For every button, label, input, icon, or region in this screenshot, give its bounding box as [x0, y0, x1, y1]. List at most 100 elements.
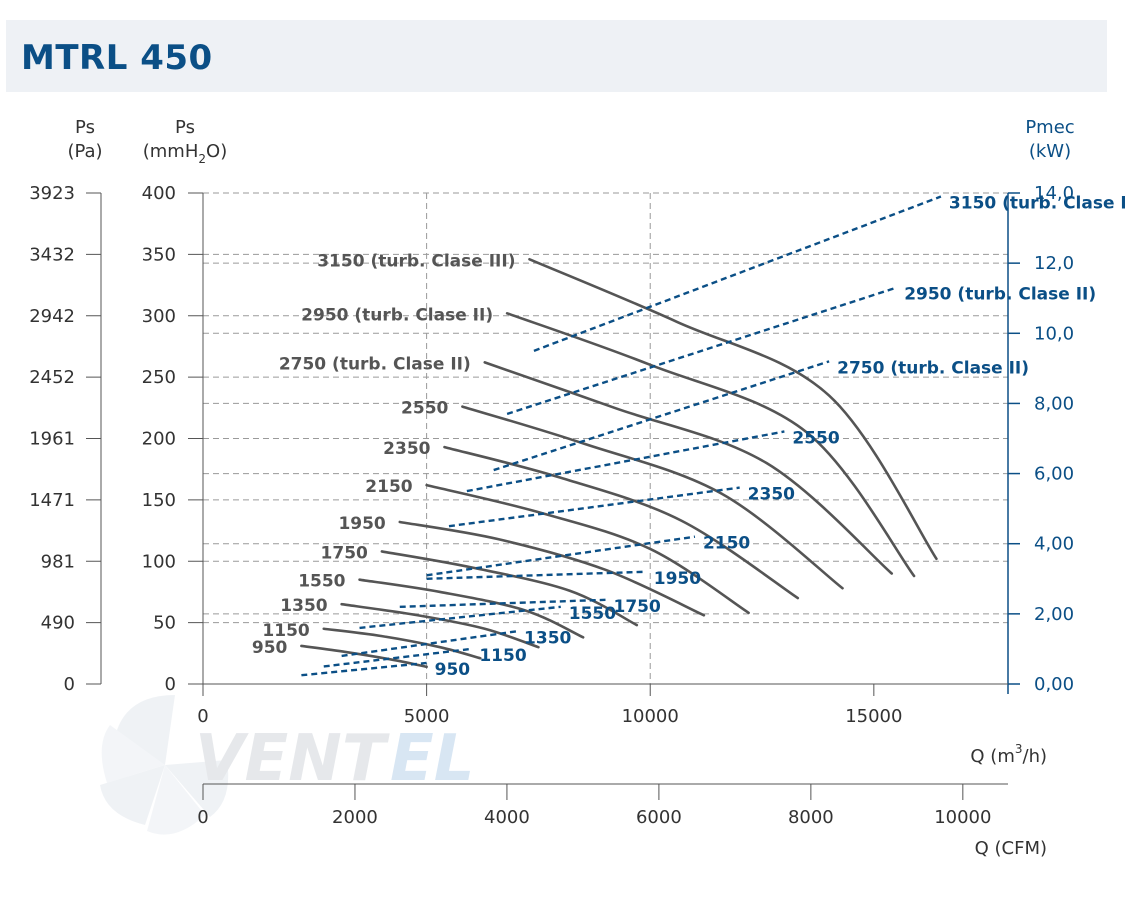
q-cfm-tick-label: 6000 [636, 807, 682, 828]
pressure-curve [358, 578, 585, 639]
power-curve [323, 647, 472, 668]
ps-pa-tick-label: 1961 [29, 429, 75, 450]
ps-mm-tick-label: 200 [142, 429, 176, 450]
power-curves [301, 195, 942, 677]
power-curve-label: 1350 [524, 628, 571, 648]
ps-pa-tick-label: 0 [64, 674, 75, 695]
ps-mm-tick-label: 100 [142, 551, 176, 572]
q-m3h-title-sup: 3 [1015, 742, 1023, 756]
power-curve-label: 1950 [654, 569, 701, 589]
pressure-curve-label: 1150 [262, 621, 309, 641]
power-curve-label: 1150 [479, 646, 526, 666]
pmec-tick-label: 12,0 [1034, 253, 1074, 274]
pmec-tick-label: 2,00 [1034, 604, 1074, 625]
ps-pa-tick-label: 2942 [29, 306, 75, 327]
q-m3h-axis-title: Q (m3/h) [970, 742, 1047, 767]
ps-mm-unit-sub: 2 [198, 152, 206, 166]
ps-mm-axis-title: Ps [175, 117, 195, 138]
pressure-curve-label: 1950 [338, 514, 385, 534]
power-curve [341, 630, 517, 658]
ps-mm-tick-label: 250 [142, 367, 176, 388]
q-m3h-title-suffix: /h) [1023, 746, 1048, 767]
q-cfm-tick-label: 10000 [934, 807, 991, 828]
ps-pa-tick-label: 3432 [29, 244, 75, 265]
power-curve-label: 1750 [614, 597, 661, 617]
q-cfm-axis-title: Q (CFM) [975, 838, 1047, 859]
q-cfm-tick-label: 0 [197, 807, 208, 828]
ps-mm-tick-label: 350 [142, 244, 176, 265]
power-curve-label: 2150 [703, 534, 750, 554]
q-m3h-title-prefix: Q (m [970, 746, 1014, 767]
logo-vent: VENT [195, 722, 390, 796]
power-curve [399, 598, 606, 609]
q-m3h-tick-label: 15000 [845, 706, 902, 727]
pressure-curve-label: 3150 (turb. Clase III) [317, 251, 515, 271]
power-curve [359, 605, 561, 630]
ps-mm-unit-prefix: (mmH [143, 141, 199, 162]
ps-pa-tick-label: 3923 [29, 183, 75, 204]
pressure-curve-label: 950 [252, 638, 288, 658]
ps-mm-tick-label: 400 [142, 183, 176, 204]
pressure-curve [322, 627, 482, 660]
pressure-curve-label: 2950 (turb. Clase II) [301, 305, 493, 325]
pressure-curve [340, 602, 540, 649]
ps-pa-tick-label: 981 [41, 551, 75, 572]
ps-mm-tick-label: 300 [142, 306, 176, 327]
pressure-curve-label: 1350 [280, 596, 327, 616]
ps-pa-tick-label: 1471 [29, 490, 75, 511]
power-curve-label: 2750 (turb. Clase II) [837, 358, 1029, 378]
pmec-tick-label: 0,00 [1034, 674, 1074, 695]
pmec-axis-unit: (kW) [1029, 141, 1071, 162]
power-curve-label: 2350 [748, 485, 795, 505]
power-curve [426, 570, 646, 580]
pmec-axis-title: Pmec [1025, 117, 1074, 138]
ps-mm-tick-label: 50 [153, 613, 176, 634]
pmec-tick-label: 6,00 [1034, 464, 1074, 485]
title-banner: MTRL 450 [6, 20, 1107, 92]
q-cfm-tick-label: 8000 [788, 807, 834, 828]
logo-el: EL [390, 722, 475, 796]
ps-mm-tick-label: 150 [142, 490, 176, 511]
pmec-tick-label: 4,00 [1034, 534, 1074, 555]
pressure-curve-label: 1550 [298, 572, 345, 592]
ps-pa-tick-label: 490 [41, 613, 75, 634]
q-m3h-tick-label: 5000 [404, 706, 450, 727]
ps-pa-axis-title: Ps [75, 117, 95, 138]
chart-title: MTRL 450 [21, 38, 213, 78]
pressure-curve [425, 483, 750, 615]
axes: 3923343229422452196114719814900400350300… [29, 183, 1074, 828]
q-m3h-tick-label: 0 [197, 706, 208, 727]
pressure-curve-label: 2550 [401, 399, 448, 419]
pressure-curve [461, 405, 844, 590]
pressure-curve-label: 2150 [365, 477, 412, 497]
pmec-tick-label: 8,00 [1034, 393, 1074, 414]
pressure-curve-label: 2750 (turb. Clase II) [279, 354, 471, 374]
pressure-curve [443, 445, 800, 600]
ps-mm-axis-unit: (mmH2O) [143, 141, 227, 166]
power-curve [493, 360, 830, 472]
power-curve [426, 535, 696, 577]
power-curve [301, 661, 427, 677]
pressure-curve-label: 1750 [321, 543, 368, 563]
pressure-curve-label: 2350 [383, 439, 430, 459]
power-curve [506, 286, 897, 416]
power-curve-label: 950 [435, 660, 471, 680]
power-curve-label: 2950 (turb. Clase II) [904, 285, 1096, 305]
pmec-tick-label: 10,0 [1034, 323, 1074, 344]
pmec-tick-label: 14,0 [1034, 183, 1074, 204]
ps-pa-tick-label: 2452 [29, 367, 75, 388]
ps-pa-axis-unit: (Pa) [67, 141, 102, 162]
ps-mm-unit-suffix: O) [206, 141, 227, 162]
power-curve [466, 430, 785, 493]
pressure-curve [398, 520, 706, 617]
pressure-curve [483, 361, 894, 575]
power-curve-label: 3150 (turb. Clase III) [949, 194, 1125, 214]
pressure-curves [300, 257, 938, 669]
ps-mm-tick-label: 0 [165, 674, 176, 695]
power-curve-label: 1550 [569, 604, 616, 624]
power-curve [448, 486, 740, 528]
q-cfm-tick-label: 4000 [484, 807, 530, 828]
fan-icon [100, 695, 229, 835]
q-m3h-tick-label: 10000 [622, 706, 679, 727]
